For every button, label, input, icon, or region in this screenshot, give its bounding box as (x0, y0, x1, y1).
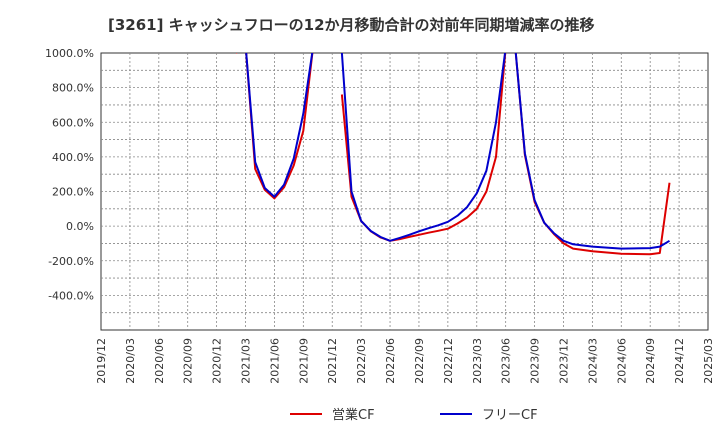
x-tick-label: 2022/12 (442, 338, 455, 384)
x-tick-label: 2021/09 (297, 338, 310, 384)
x-tick-label: 2024/09 (644, 338, 657, 384)
y-tick-label: -200.0% (48, 255, 94, 268)
x-tick-label: 2024/12 (673, 338, 686, 384)
y-tick-label: 1000.0% (45, 47, 94, 60)
x-tick-label: 2020/12 (211, 338, 224, 384)
x-tick-label: 2021/06 (268, 338, 281, 384)
y-tick-label: 600.0% (52, 116, 94, 129)
x-tick-label: 2024/06 (615, 338, 628, 384)
x-tick-label: 2022/06 (384, 338, 397, 384)
series-line-free-cf (340, 53, 507, 242)
x-tick-label: 2022/03 (355, 338, 368, 384)
x-tick-label: 2025/03 (702, 338, 715, 384)
y-tick-label: -400.0% (48, 289, 94, 302)
grid-layer (101, 53, 708, 330)
x-tick-label: 2021/03 (240, 338, 253, 384)
x-tick-label: 2023/03 (471, 338, 484, 384)
x-tick-label: 2023/06 (500, 338, 513, 384)
x-tick-label: 2023/12 (557, 338, 570, 384)
chart-title: [3261] キャッシュフローの12か月移動合計の対前年同期増減率の推移 (108, 16, 595, 34)
y-tick-label: 800.0% (52, 82, 94, 95)
x-tick-label: 2021/12 (326, 338, 339, 384)
legend-label: 営業CF (332, 407, 375, 423)
x-tick-label: 2023/09 (529, 338, 542, 384)
y-axis-ticks: 1000.0% 800.0% 600.0% 400.0% 200.0% 0.0% -200.… (45, 47, 94, 302)
y-tick-label: 0.0% (66, 220, 94, 233)
series-group (235, 53, 671, 256)
x-tick-label: 2022/09 (413, 338, 426, 384)
x-tick-label: 2019/12 (95, 338, 108, 384)
y-tick-label: 200.0% (52, 186, 94, 199)
x-axis-ticks: 2019/12 2020/03 2020/06 2020/09 2020/12 2021/… (95, 338, 715, 384)
series-layer (235, 53, 671, 256)
plot-area (100, 52, 709, 331)
x-tick-label: 2020/09 (182, 338, 195, 384)
x-tick-label: 2020/03 (124, 338, 137, 384)
x-tick-label: 2020/06 (153, 338, 166, 384)
series-line-free-cf (514, 53, 671, 250)
series-line-free-cf (245, 53, 314, 198)
legend: 営業CF フリーCF (290, 407, 538, 423)
y-tick-label: 400.0% (52, 151, 94, 164)
legend-label: フリーCF (482, 408, 538, 423)
x-tick-label: 2024/03 (586, 338, 599, 384)
